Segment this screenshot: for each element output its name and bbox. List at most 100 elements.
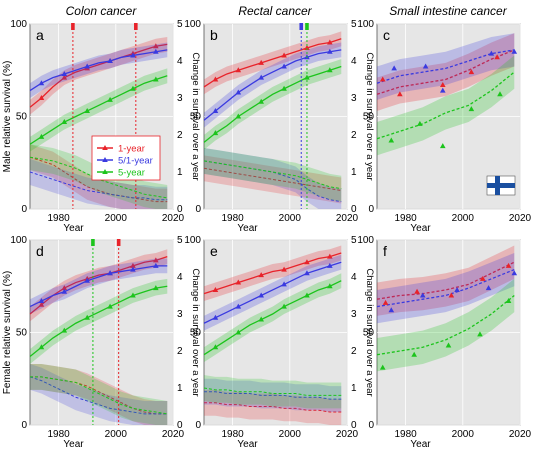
x-axis-label: Year xyxy=(410,223,431,234)
change-band xyxy=(204,378,342,413)
data-point xyxy=(61,74,68,80)
data-point xyxy=(61,288,68,294)
panel-f: f 1980 2000 2020 Year 0 50 100 xyxy=(357,235,531,450)
change-band xyxy=(30,363,168,425)
y-right-tick-label: 0 xyxy=(351,420,357,431)
y-tick-label: 100 xyxy=(184,235,201,246)
change-line xyxy=(30,376,168,415)
series-line xyxy=(203,49,342,121)
y-right-tick-label: 2 xyxy=(177,346,183,357)
data-point xyxy=(327,67,333,73)
data-point xyxy=(130,262,136,268)
y-tick-label: 0 xyxy=(195,204,201,215)
x-tick-label: 2020 xyxy=(509,429,532,440)
x-tick-label: 2000 xyxy=(105,429,128,440)
data-point xyxy=(258,292,264,298)
data-point xyxy=(130,52,136,58)
data-point xyxy=(153,285,159,291)
data-point xyxy=(391,65,397,71)
y-axis-label: Female relative survival (%) xyxy=(2,271,13,394)
data-point xyxy=(468,106,475,112)
change-band xyxy=(30,363,168,425)
data-point xyxy=(439,143,446,149)
data-point xyxy=(327,39,333,45)
x-tick-label: 1980 xyxy=(394,429,417,440)
data-point xyxy=(281,85,287,91)
series-line xyxy=(203,65,342,143)
data-point xyxy=(212,344,219,350)
joinpoint-marker xyxy=(71,23,75,30)
series-line xyxy=(376,49,515,84)
data-point xyxy=(61,327,68,333)
data-point xyxy=(511,270,518,276)
data-point xyxy=(130,266,136,272)
data-point xyxy=(281,63,287,69)
data-point xyxy=(107,96,113,102)
data-point xyxy=(439,82,446,88)
y-right-tick-label: 1 xyxy=(351,167,357,178)
confidence-band xyxy=(377,252,515,324)
confidence-band xyxy=(377,55,515,156)
data-point xyxy=(379,76,386,82)
data-point xyxy=(414,288,420,294)
data-point xyxy=(388,137,395,143)
panel-a: a 1980 2000 2020 Year 0 50 100 0 1 2 3 4 5 Change in s… xyxy=(10,19,201,234)
y-right-tick-label: 4 xyxy=(177,272,183,283)
x-tick-label: 2020 xyxy=(336,213,359,224)
data-point xyxy=(411,351,417,357)
data-point xyxy=(422,63,429,69)
series-line xyxy=(29,285,168,358)
y-right-tick-label: 4 xyxy=(177,56,183,67)
data-point xyxy=(454,286,460,292)
series-line xyxy=(203,261,342,324)
data-point xyxy=(505,262,512,268)
panel-c: c 1980 2000 2020 Year 0 50 100 xyxy=(357,19,531,234)
change-band xyxy=(204,375,342,409)
y-right-tick-label: 5 xyxy=(177,19,183,30)
change-band xyxy=(30,363,168,425)
y-right-tick-label: 0 xyxy=(177,204,183,215)
data-point xyxy=(388,307,395,313)
y-right-tick-label: 2 xyxy=(351,130,357,141)
series-line xyxy=(203,280,342,356)
data-point xyxy=(212,107,219,113)
y-tick-label: 50 xyxy=(363,112,375,123)
panel-e: e 1980 2000 2020 Year 0 50 100 0 1 2 3 4 5 Change in s… xyxy=(184,235,375,450)
data-point xyxy=(84,277,90,283)
y-tick-label: 100 xyxy=(357,235,374,246)
data-point xyxy=(379,364,386,370)
x-tick-label: 2020 xyxy=(162,213,185,224)
y-tick-label: 50 xyxy=(190,112,202,123)
data-point xyxy=(480,275,486,281)
data-point xyxy=(258,59,264,65)
y-right-tick-label: 4 xyxy=(351,272,357,283)
legend-marker xyxy=(102,169,108,174)
data-point xyxy=(235,303,242,309)
data-point xyxy=(327,48,333,54)
joinpoint-marker xyxy=(305,23,309,30)
change-line xyxy=(203,167,342,191)
data-point xyxy=(130,292,136,298)
data-point xyxy=(38,133,45,139)
series-line xyxy=(29,43,168,108)
data-point xyxy=(511,48,518,54)
data-point xyxy=(153,262,159,268)
data-point xyxy=(382,299,389,305)
x-tick-label: 1980 xyxy=(394,213,417,224)
change-line xyxy=(203,160,342,203)
panel-letter: b xyxy=(210,27,218,43)
confidence-band xyxy=(377,245,515,316)
x-tick-label: 2000 xyxy=(452,429,475,440)
change-band xyxy=(204,155,342,204)
x-tick-label: 1980 xyxy=(47,429,70,440)
data-point xyxy=(258,272,264,278)
confidence-band xyxy=(30,258,168,314)
confidence-band xyxy=(204,42,342,128)
y-tick-label: 50 xyxy=(363,328,375,339)
data-point xyxy=(235,89,242,95)
data-point xyxy=(61,70,68,76)
data-point xyxy=(107,58,113,63)
data-point xyxy=(38,80,45,86)
x-axis-label: Year xyxy=(237,223,258,234)
